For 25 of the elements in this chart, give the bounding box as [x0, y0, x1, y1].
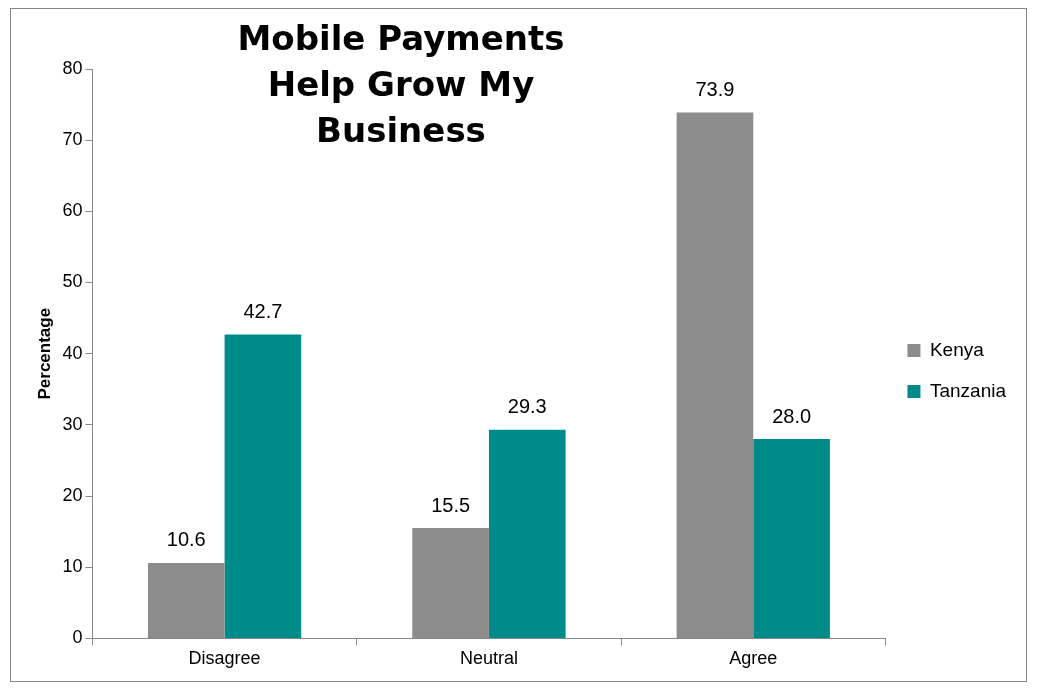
data-label: 28.0: [772, 404, 812, 427]
y-tick-label: 70: [62, 129, 83, 150]
legend-label: Tanzania: [929, 379, 1007, 401]
bar: [488, 429, 566, 638]
data-label: 10.6: [166, 528, 206, 551]
bar: [224, 334, 302, 638]
y-tick-label: 30: [62, 413, 83, 434]
bar: [753, 439, 830, 638]
y-tick-label: 60: [62, 200, 83, 221]
data-label: 15.5: [431, 493, 471, 516]
x-tick-label: Agree: [729, 648, 778, 669]
y-tick-label: 40: [62, 342, 83, 363]
y-tick-label: 80: [62, 57, 83, 78]
y-tick-label: 0: [72, 627, 83, 648]
data-label: 29.3: [507, 395, 547, 418]
x-tick-label: Disagree: [188, 648, 261, 669]
y-tick-label: 50: [62, 271, 83, 292]
data-label: 42.7: [243, 300, 283, 322]
data-label: 73.9: [695, 77, 735, 100]
x-tick-label: Neutral: [459, 648, 518, 669]
y-axis-title: Percentage: [34, 307, 54, 400]
y-tick-label: 20: [62, 485, 83, 506]
legend-label: Kenya: [929, 338, 985, 360]
chart-title: Mobile Payments Help Grow My Business: [236, 17, 566, 152]
y-tick-label: 10: [62, 556, 83, 577]
